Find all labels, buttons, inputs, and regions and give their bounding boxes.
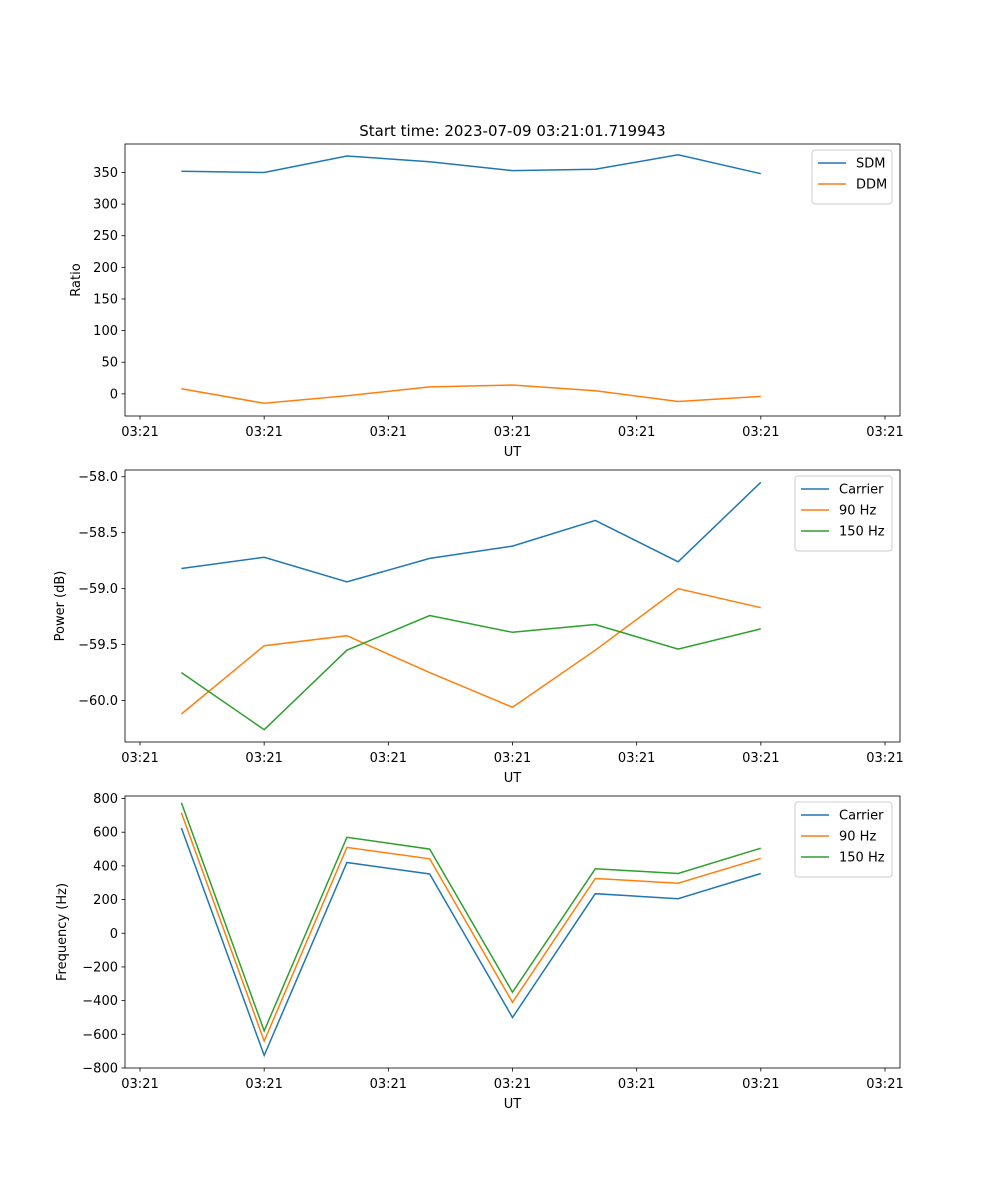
- frequency-y-tick-label: 400: [93, 859, 118, 874]
- power-legend-label: 150 Hz: [839, 525, 885, 540]
- power-series-line-150-hz: [180, 614, 761, 731]
- frequency-y-tick-label: 200: [93, 893, 118, 908]
- power-x-tick-label: 03:21: [742, 751, 779, 766]
- ratio-legend-label: SDM: [856, 157, 885, 172]
- frequency-x-tick-label: 03:21: [370, 1077, 407, 1092]
- frequency-series-line-150-hz: [180, 802, 762, 1033]
- power-legend-label: Carrier: [839, 483, 884, 498]
- frequency-legend-label: 150 Hz: [839, 851, 885, 866]
- frequency-legend: [794, 801, 893, 878]
- frequency-xlabel: UT: [504, 1097, 522, 1112]
- power-y-tick-label: −58.5: [78, 526, 118, 541]
- power-y-tick-label: −58.0: [78, 470, 118, 485]
- ratio-series-line-sdm: [181, 154, 761, 175]
- frequency-x-tick-label: 03:21: [245, 1077, 282, 1092]
- power-series-line-carrier: [181, 481, 762, 583]
- ratio-axes-frame: [124, 143, 901, 417]
- frequency-x-tick-label: 03:21: [121, 1077, 158, 1092]
- ratio-y-tick-label: 250: [93, 229, 118, 244]
- ratio-panel: 0 50 100 150 200 250 300 350 03:21 03:21 03:21 03:2…: [93, 143, 904, 440]
- ratio-x-tick-label: 03:21: [618, 425, 655, 440]
- ratio-xlabel: UT: [504, 445, 522, 460]
- frequency-x-tick-label: 03:21: [866, 1077, 903, 1092]
- ratio-x-tick-label: 03:21: [245, 425, 282, 440]
- frequency-y-tick-label: −800: [82, 1062, 118, 1077]
- ratio-series-line-ddm: [181, 384, 761, 405]
- power-y-tick-label: −59.5: [78, 638, 118, 653]
- power-x-tick-label: 03:21: [121, 751, 158, 766]
- power-legend-label: 90 Hz: [839, 504, 876, 519]
- frequency-series-line-carrier: [180, 827, 762, 1058]
- ratio-x-tick-label: 03:21: [742, 425, 779, 440]
- ratio-x-tick-label: 03:21: [866, 425, 903, 440]
- power-series-line-90-hz: [180, 587, 761, 715]
- frequency-x-tick-label: 03:21: [494, 1077, 531, 1092]
- frequency-y-tick-label: −200: [82, 960, 118, 975]
- frequency-legend-label: 90 Hz: [839, 830, 876, 845]
- power-xlabel: UT: [504, 771, 522, 786]
- power-axes-frame: [124, 469, 901, 743]
- frequency-y-tick-label: 600: [93, 826, 118, 841]
- ratio-y-tick-label: 0: [110, 387, 118, 402]
- power-ylabel: Power (dB): [53, 571, 68, 642]
- power-legend: [794, 475, 893, 552]
- ratio-ylabel: Ratio: [69, 263, 84, 296]
- frequency-x-tick-label: 03:21: [742, 1077, 779, 1092]
- frequency-x-tick-label: 03:21: [618, 1077, 655, 1092]
- ratio-x-tick-label: 03:21: [494, 425, 531, 440]
- frequency-series-line-90-hz: [180, 812, 762, 1044]
- power-x-tick-label: 03:21: [370, 751, 407, 766]
- ratio-y-tick-label: 200: [93, 261, 118, 276]
- ratio-y-tick-label: 300: [93, 198, 118, 213]
- frequency-y-tick-label: −400: [82, 994, 118, 1009]
- ratio-x-tick-label: 03:21: [370, 425, 407, 440]
- ratio-y-tick-label: 50: [101, 356, 118, 371]
- power-x-tick-label: 03:21: [866, 751, 903, 766]
- ratio-y-tick-label: 150: [93, 292, 118, 307]
- power-y-tick-label: −59.0: [78, 582, 118, 597]
- frequency-y-tick-label: 800: [93, 792, 118, 807]
- power-x-tick-label: 03:21: [494, 751, 531, 766]
- figure-title: Start time: 2023-07-09 03:21:01.719943: [359, 122, 665, 140]
- ratio-y-tick-label: 100: [93, 324, 118, 339]
- frequency-y-tick-label: −600: [82, 1028, 118, 1043]
- ratio-legend-label: DDM: [856, 178, 887, 193]
- ratio-x-tick-label: 03:21: [121, 425, 158, 440]
- frequency-y-tick-label: 0: [110, 927, 118, 942]
- frequency-legend-label: Carrier: [839, 809, 884, 824]
- frequency-axes-frame: [124, 795, 901, 1069]
- power-x-tick-label: 03:21: [245, 751, 282, 766]
- frequency-panel: −800 −600 −400 −200 0 200 400 600 800 03:21 03:21 0…: [82, 792, 903, 1092]
- ratio-y-tick-label: 350: [93, 166, 118, 181]
- power-panel: −60.0 −59.5 −59.0 −58.5 −58.0 03:21 03:21 03:21…: [78, 469, 904, 766]
- power-y-tick-label: −60.0: [78, 694, 118, 709]
- power-x-tick-label: 03:21: [618, 751, 655, 766]
- frequency-ylabel: Frequency (Hz): [55, 883, 70, 981]
